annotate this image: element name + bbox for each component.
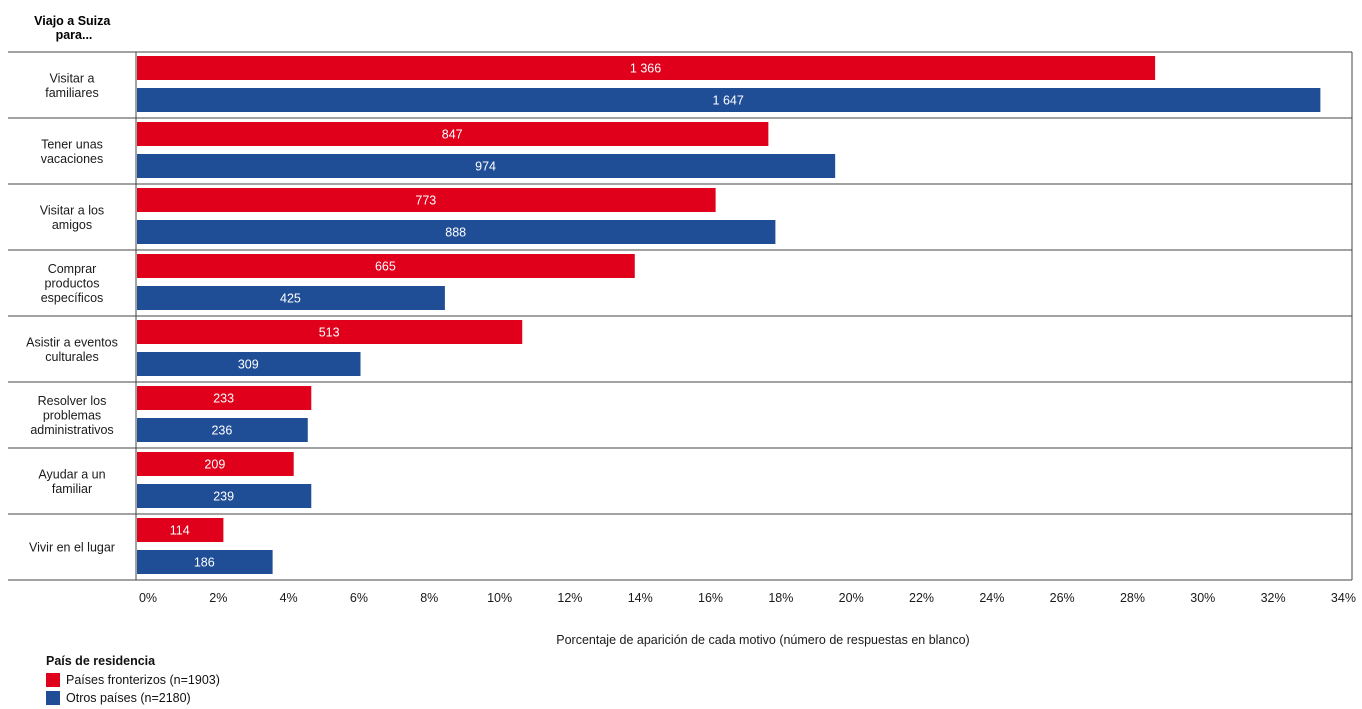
bar-value-label: 186 [194,556,215,570]
x-tick-label: 26% [1050,591,1075,605]
bar-value-label: 309 [238,358,259,372]
bar-border-countries [137,188,716,212]
bar-border-countries [137,254,635,278]
bar-other-countries [137,352,361,376]
bar-value-label: 236 [211,424,232,438]
x-tick-label: 16% [698,591,723,605]
bar-value-label: 1 366 [630,62,661,76]
x-tick-label: 6% [350,591,368,605]
x-tick-label: 20% [839,591,864,605]
bars: 1 366 847 773 665 513 233 209 114 1 647 974 888 425… [137,56,1321,574]
category-axis-title: Viajo a Suiza para... [34,14,114,42]
category-label: Visitar a familiares [45,71,99,100]
bar-value-label: 888 [445,226,466,240]
category-label: Asistir a eventos culturales [26,335,118,364]
category-label: Resolver los problemas administrativos [30,394,113,437]
x-tick-label: 28% [1120,591,1145,605]
bar-value-label: 233 [213,392,234,406]
bar-border-countries [137,452,294,476]
bar-value-label: 114 [170,524,190,538]
bar-value-label: 974 [475,160,496,174]
category-label: Vivir en el lugar [29,541,115,555]
bar-border-countries [137,386,312,410]
bar-value-label: 665 [375,260,396,274]
legend-swatch-blue [46,691,60,705]
category-label: Ayudar a un familiar [38,467,105,496]
category-rows: Visitar a familiares Tener unas vacaciones V… [8,51,1353,581]
bar-other-countries [137,550,273,574]
legend-swatch-red [46,673,60,687]
bar-border-countries [137,320,523,344]
bar-other-countries [137,418,308,442]
legend: País de residencia Países fronterizos (n… [46,654,220,707]
bar-other-countries [137,154,836,178]
legend-label: Otros países (n=2180) [66,691,191,705]
bar-value-label: 209 [204,458,225,472]
category-label: Comprar productos específicos [41,262,104,305]
x-axis-ticks: 0% 2% 4% 6% 8% 10% 12% 14% 16% 18% 20% 22% 24% 26% 28%… [139,591,1356,605]
x-tick-label: 34% [1331,591,1356,605]
x-tick-label: 0% [139,591,157,605]
bar-value-label: 847 [442,128,463,142]
bar-other-countries [137,484,312,508]
x-tick-label: 30% [1190,591,1215,605]
x-tick-label: 2% [209,591,227,605]
bar-value-label: 1 647 [713,94,744,108]
bar-other-countries [137,220,776,244]
category-label: Visitar a los amigos [40,203,104,232]
x-tick-label: 14% [628,591,653,605]
category-label: Tener unas vacaciones [41,137,104,166]
bar-other-countries [137,286,445,310]
x-tick-label: 18% [768,591,793,605]
x-axis-title: Porcentaje de aparición de cada motivo (… [556,633,969,647]
x-tick-label: 4% [280,591,298,605]
x-tick-label: 22% [909,591,934,605]
bar-border-countries [137,518,224,542]
bar-value-label: 513 [319,326,340,340]
bar-border-countries [137,122,769,146]
legend-label: Países fronterizos (n=1903) [66,673,220,687]
legend-item-border-countries: Países fronterizos (n=1903) [46,671,220,689]
x-tick-label: 12% [557,591,582,605]
x-tick-label: 8% [420,591,438,605]
bar-value-label: 239 [213,490,234,504]
bar-value-label: 773 [415,194,436,208]
x-tick-label: 10% [487,591,512,605]
bar-border-countries [137,56,1156,80]
legend-item-other-countries: Otros países (n=2180) [46,689,220,707]
x-tick-label: 24% [979,591,1004,605]
bar-value-label: 425 [280,292,301,306]
x-tick-label: 32% [1261,591,1286,605]
bar-other-countries [137,88,1321,112]
legend-title: País de residencia [46,654,156,668]
